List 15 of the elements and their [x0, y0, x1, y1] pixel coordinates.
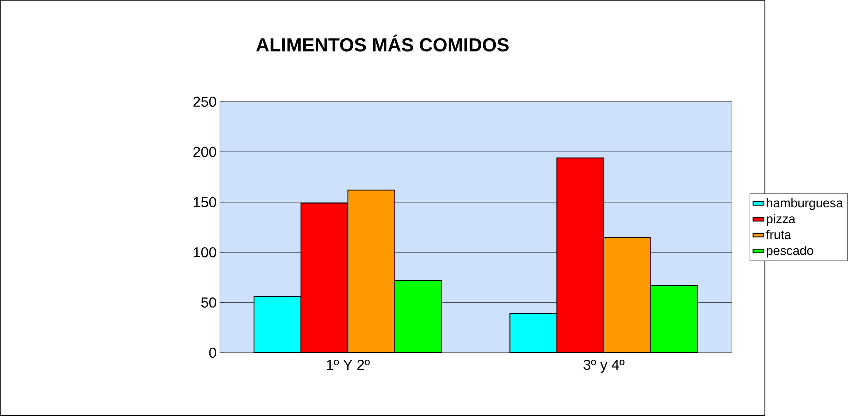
bar: [556, 158, 605, 353]
y-tick-label: 100: [194, 247, 216, 258]
chart-title: ALIMENTOS MÁS COMIDOS: [256, 34, 509, 52]
y-tick-label: 0: [210, 348, 216, 358]
x-tick-label: 1º Y 2º: [327, 360, 370, 370]
x-tick-label: 3º y 4º: [584, 360, 625, 373]
legend-label: pescado: [767, 246, 814, 258]
y-tick-label: 50: [202, 298, 216, 308]
legend-label: pizza: [767, 214, 796, 226]
y-tick-label: 200: [194, 146, 216, 158]
bar: [300, 202, 349, 353]
legend-label: hamburguesa: [767, 198, 844, 210]
y-tick-label: 150: [194, 197, 216, 208]
y-tick-label: 250: [194, 96, 216, 107]
legend-label: fruta: [766, 230, 792, 240]
